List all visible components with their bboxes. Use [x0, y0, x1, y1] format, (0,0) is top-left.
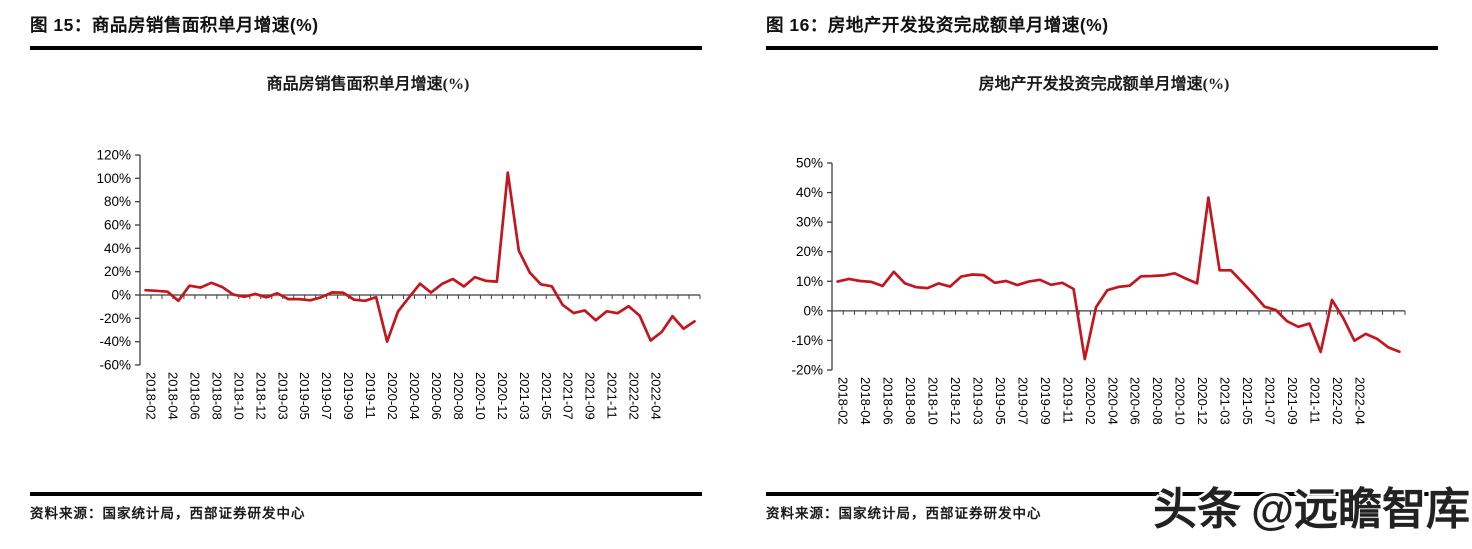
x-axis-label: 2020-04: [1105, 377, 1120, 425]
x-axis-label: 2020-08: [1150, 377, 1165, 425]
x-axis-label: 2021-03: [1218, 377, 1233, 425]
x-axis-label: 2020-02: [385, 372, 400, 420]
x-axis-label: 2021-07: [561, 372, 576, 420]
y-axis-label: 20%: [104, 264, 131, 279]
x-axis-label: 2021-03: [517, 372, 532, 420]
source-divider: [30, 492, 702, 496]
x-axis-label: 2019-03: [970, 377, 985, 425]
caption-divider: [766, 46, 1438, 50]
x-axis-label: 2018-08: [209, 372, 224, 420]
figure-15-caption: 图 15：商品房销售面积单月增速(%): [30, 12, 706, 37]
figure-15-title: 商品房销售面积单月增速(%): [91, 15, 319, 35]
watermark-handle: @远瞻智库: [1251, 485, 1470, 534]
x-axis-label: 2020-10: [1173, 377, 1188, 425]
x-axis-label: 2019-09: [341, 372, 356, 420]
x-axis-label: 2018-12: [253, 372, 268, 420]
y-axis-label: -20%: [791, 363, 823, 378]
y-axis-label: 100%: [96, 171, 131, 186]
x-axis-label: 2020-12: [1195, 377, 1210, 425]
caption-divider: [30, 46, 702, 50]
chart-title: 商品房销售面积单月增速(%): [266, 76, 470, 93]
y-axis-label: 120%: [96, 148, 131, 163]
y-axis-label: -60%: [99, 358, 131, 373]
x-axis-label: 2021-11: [1308, 377, 1323, 424]
x-axis-label: 2022-04: [1352, 377, 1367, 425]
x-axis-label: 2020-08: [451, 372, 466, 420]
figure-16-panel: 图 16：房地产开发投资完成额单月增速(%) 房地产开发投资完成额单月增速(%)…: [736, 0, 1472, 549]
y-axis-label: 0%: [803, 303, 823, 318]
y-axis-label: 20%: [796, 244, 823, 259]
y-axis-label: 60%: [104, 218, 131, 233]
x-axis-label: 2019-03: [275, 372, 290, 420]
source-note: 资料来源：国家统计局，西部证券研发中心: [766, 502, 1456, 522]
series-line: [836, 196, 1401, 361]
x-axis-label: 2019-11: [1060, 377, 1075, 424]
y-axis-label: -10%: [791, 333, 823, 348]
x-axis-label: 2018-06: [881, 377, 896, 425]
x-axis-label: 2020-06: [429, 372, 444, 420]
x-axis-label: 2020-10: [473, 372, 488, 420]
chart-title: 房地产开发投资完成额单月增速(%): [978, 76, 1230, 93]
x-axis-label: 2018-06: [187, 372, 202, 420]
source-note: 资料来源：国家统计局，西部证券研发中心: [30, 502, 720, 522]
x-axis-label: 2018-04: [858, 377, 873, 425]
x-axis-label: 2019-07: [1015, 377, 1030, 425]
x-axis-label: 2020-02: [1083, 377, 1098, 425]
x-axis-label: 2021-11: [605, 372, 620, 419]
source-label: 资料来源：: [30, 506, 103, 521]
x-axis-label: 2018-10: [231, 372, 246, 420]
x-axis-label: 2018-02: [143, 372, 158, 420]
investment-growth-chart: 50% 40% 30% 20% 10% 0% -10% -20% 2018-02 2018-04 2…: [791, 156, 1406, 425]
x-axis-label: 2022-02: [627, 372, 642, 420]
figure-16-label: 图 16：: [766, 15, 828, 35]
x-axis-label: 2018-04: [165, 372, 180, 420]
y-axis-label: 40%: [104, 241, 131, 256]
series-line: [144, 171, 696, 343]
figure-16-caption: 图 16：房地产开发投资完成额单月增速(%): [766, 12, 1442, 37]
source-text: 国家统计局，西部证券研发中心: [838, 506, 1042, 521]
toutiao-watermark: 头条 @远瞻智库: [1153, 485, 1470, 534]
x-axis-label: 2019-07: [319, 372, 334, 420]
y-axis-label: 10%: [796, 274, 823, 289]
figure-15-panel: 图 15：商品房销售面积单月增速(%) 商品房销售面积单月增速(%) 120% 1…: [30, 12, 720, 522]
x-axis-label: 2019-11: [363, 372, 378, 419]
x-axis-label: 2018-10: [926, 377, 941, 425]
x-axis-label: 2020-06: [1128, 377, 1143, 425]
x-axis-label: 2021-09: [583, 372, 598, 420]
x-axis-label: 2018-12: [948, 377, 963, 425]
x-axis-label: 2022-04: [649, 372, 664, 420]
x-axis-label: 2021-05: [539, 372, 554, 420]
source-label: 资料来源：: [766, 506, 839, 521]
source-text: 国家统计局，西部证券研发中心: [102, 506, 306, 521]
x-axis-label: 2021-07: [1263, 377, 1278, 425]
y-axis-label: 40%: [796, 185, 823, 200]
y-axis-label: 80%: [104, 194, 131, 209]
x-axis-label: 2019-05: [993, 377, 1008, 425]
x-axis-label: 2022-02: [1330, 377, 1345, 425]
sales-area-growth-chart: 120% 100% 80% 60% 40% 20% 0% -20% -40% -60% 2018-0…: [96, 148, 701, 420]
x-axis-label: 2018-08: [903, 377, 918, 425]
y-axis-label: 30%: [796, 215, 823, 230]
x-axis-label: 2019-05: [297, 372, 312, 420]
y-axis-label: -40%: [99, 334, 131, 349]
x-axis-label: 2019-09: [1038, 377, 1053, 425]
figure-15-label: 图 15：: [30, 15, 92, 35]
figure-16-title: 房地产开发投资完成额单月增速(%): [827, 15, 1109, 35]
y-axis-label: 0%: [111, 288, 131, 303]
x-axis-label: 2018-02: [836, 377, 851, 425]
x-axis-label: 2020-04: [407, 372, 422, 420]
x-axis-label: 2021-05: [1240, 377, 1255, 425]
x-axis-label: 2021-09: [1285, 377, 1300, 425]
toutiao-logo-text: 头条: [1153, 485, 1242, 534]
y-axis-label: 50%: [796, 156, 823, 171]
y-axis-label: -20%: [99, 311, 131, 326]
source-divider: [766, 492, 1438, 496]
x-axis-label: 2020-12: [495, 372, 510, 420]
